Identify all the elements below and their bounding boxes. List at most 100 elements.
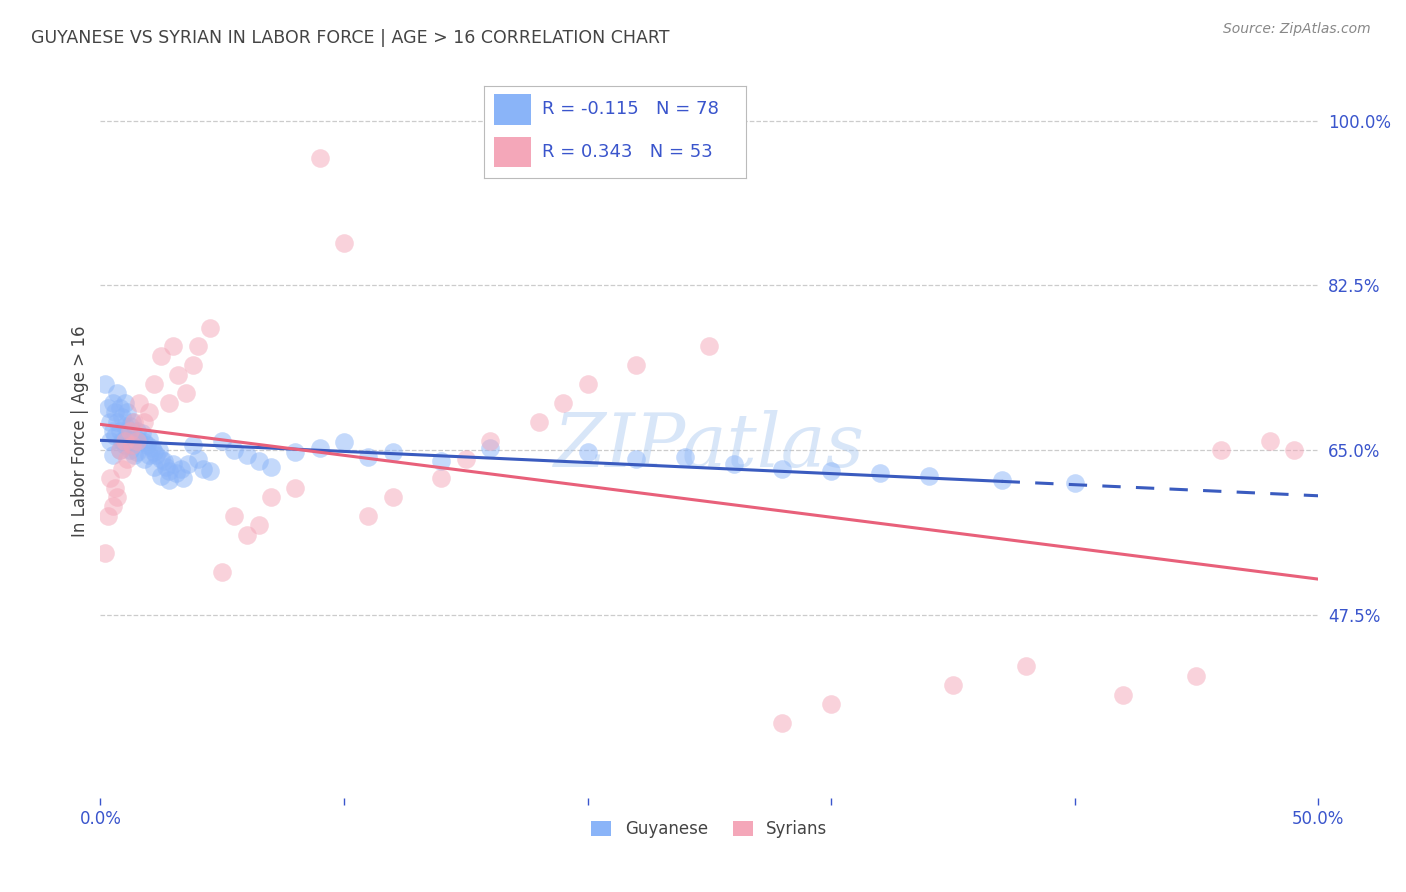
Point: [1258, 434, 1281, 448]
Point: [235, 527, 257, 541]
Point: [1209, 442, 1232, 457]
Point: [917, 469, 939, 483]
Point: [1015, 659, 1038, 673]
Point: [260, 490, 283, 504]
Point: [820, 697, 842, 711]
Point: [97, 401, 120, 415]
Point: [121, 438, 143, 452]
Point: [198, 320, 221, 334]
Point: [118, 419, 141, 434]
Point: [115, 429, 138, 443]
Point: [114, 396, 136, 410]
Point: [247, 518, 270, 533]
Point: [697, 339, 720, 353]
Point: [308, 151, 330, 165]
Point: [134, 435, 156, 450]
Point: [187, 452, 209, 467]
Point: [124, 448, 146, 462]
Point: [167, 368, 190, 382]
Point: [111, 434, 134, 448]
Point: [172, 471, 194, 485]
Point: [125, 424, 148, 438]
Point: [128, 434, 150, 448]
Point: [181, 438, 204, 452]
Point: [162, 339, 184, 353]
Point: [98, 471, 121, 485]
Point: [177, 457, 200, 471]
Point: [157, 396, 180, 410]
Point: [990, 473, 1012, 487]
Point: [430, 471, 453, 485]
Point: [108, 442, 131, 457]
Point: [101, 448, 124, 462]
Point: [155, 459, 177, 474]
Point: [150, 349, 173, 363]
Point: [150, 469, 173, 483]
Point: [820, 464, 842, 478]
Text: Source: ZipAtlas.com: Source: ZipAtlas.com: [1223, 22, 1371, 37]
Point: [134, 415, 156, 429]
Point: [104, 481, 127, 495]
Y-axis label: In Labor Force | Age > 16: In Labor Force | Age > 16: [72, 326, 89, 537]
Point: [527, 415, 550, 429]
Point: [454, 452, 477, 467]
Point: [284, 445, 307, 459]
Point: [162, 457, 184, 471]
Point: [430, 454, 453, 468]
Point: [1063, 475, 1085, 490]
Point: [114, 438, 136, 452]
Point: [187, 339, 209, 353]
Point: [121, 415, 143, 429]
Point: [138, 432, 160, 446]
Point: [104, 429, 127, 443]
Point: [626, 358, 648, 372]
Point: [138, 405, 160, 419]
Point: [128, 396, 150, 410]
Point: [247, 454, 270, 468]
Point: [165, 467, 187, 481]
Point: [118, 442, 141, 457]
Point: [284, 481, 307, 495]
Point: [770, 461, 793, 475]
Text: GUYANESE VS SYRIAN IN LABOR FORCE | AGE > 16 CORRELATION CHART: GUYANESE VS SYRIAN IN LABOR FORCE | AGE …: [31, 29, 669, 46]
Text: ZIPatlas: ZIPatlas: [554, 409, 865, 482]
Point: [142, 459, 165, 474]
Point: [108, 442, 131, 457]
Point: [181, 358, 204, 372]
Point: [479, 434, 502, 448]
Point: [107, 386, 129, 401]
Point: [114, 419, 136, 434]
Point: [125, 445, 148, 459]
Point: [381, 490, 404, 504]
Point: [118, 424, 141, 438]
Point: [101, 424, 124, 438]
Point: [1185, 669, 1208, 683]
Point: [115, 405, 138, 419]
Point: [673, 450, 696, 465]
Point: [150, 452, 173, 467]
Point: [138, 448, 160, 462]
Point: [108, 424, 131, 438]
Point: [157, 464, 180, 478]
Point: [141, 441, 163, 455]
Point: [131, 425, 153, 440]
Point: [224, 508, 246, 523]
Point: [576, 445, 599, 459]
Point: [142, 377, 165, 392]
Point: [576, 377, 599, 392]
Point: [152, 454, 174, 468]
Point: [125, 434, 148, 448]
Point: [1112, 688, 1135, 702]
Point: [308, 441, 330, 455]
Point: [94, 377, 117, 392]
Point: [235, 448, 257, 462]
Point: [170, 461, 193, 475]
Point: [124, 429, 146, 443]
Point: [333, 435, 356, 450]
Point: [148, 442, 170, 457]
Point: [942, 678, 965, 692]
Point: [869, 467, 891, 481]
Point: [626, 452, 648, 467]
Point: [224, 442, 246, 457]
Point: [174, 386, 197, 401]
